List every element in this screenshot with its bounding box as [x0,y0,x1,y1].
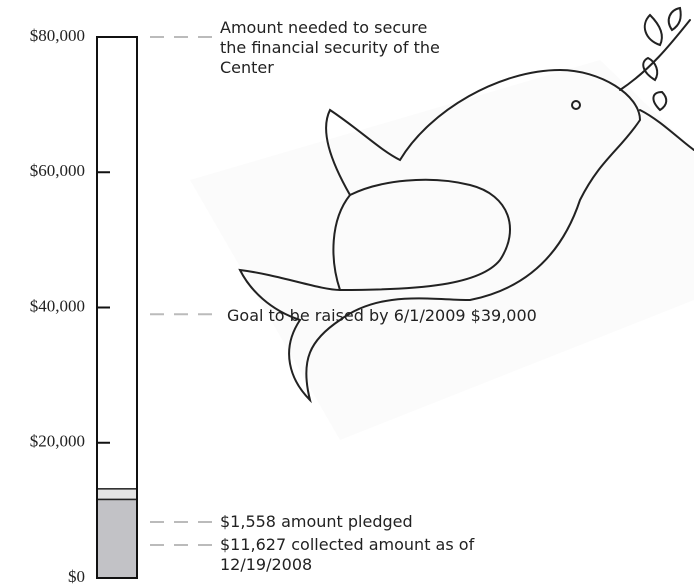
y-tick-label: $60,000 [30,161,85,180]
pledged-annotation: $1,558 amount pledged [220,512,520,532]
y-tick-label: $20,000 [30,432,85,451]
bar-segment [97,489,137,500]
chart: $0 $20,000 $40,000 $60,000 $80,000 Amount ne… [0,0,694,587]
bar-segment [97,499,137,578]
chart-canvas: $0 $20,000 $40,000 $60,000 $80,000 [0,0,694,587]
y-tick-label: $80,000 [30,26,85,45]
collected-annotation: $11,627 collected amount as of 12/19/200… [220,535,480,575]
goal-annotation: Goal to be raised by 6/1/2009 $39,000 [227,306,627,326]
target-annotation: Amount needed to secure the financial se… [220,18,445,78]
y-tick-label: $0 [68,567,85,586]
y-tick-label: $40,000 [30,296,85,315]
